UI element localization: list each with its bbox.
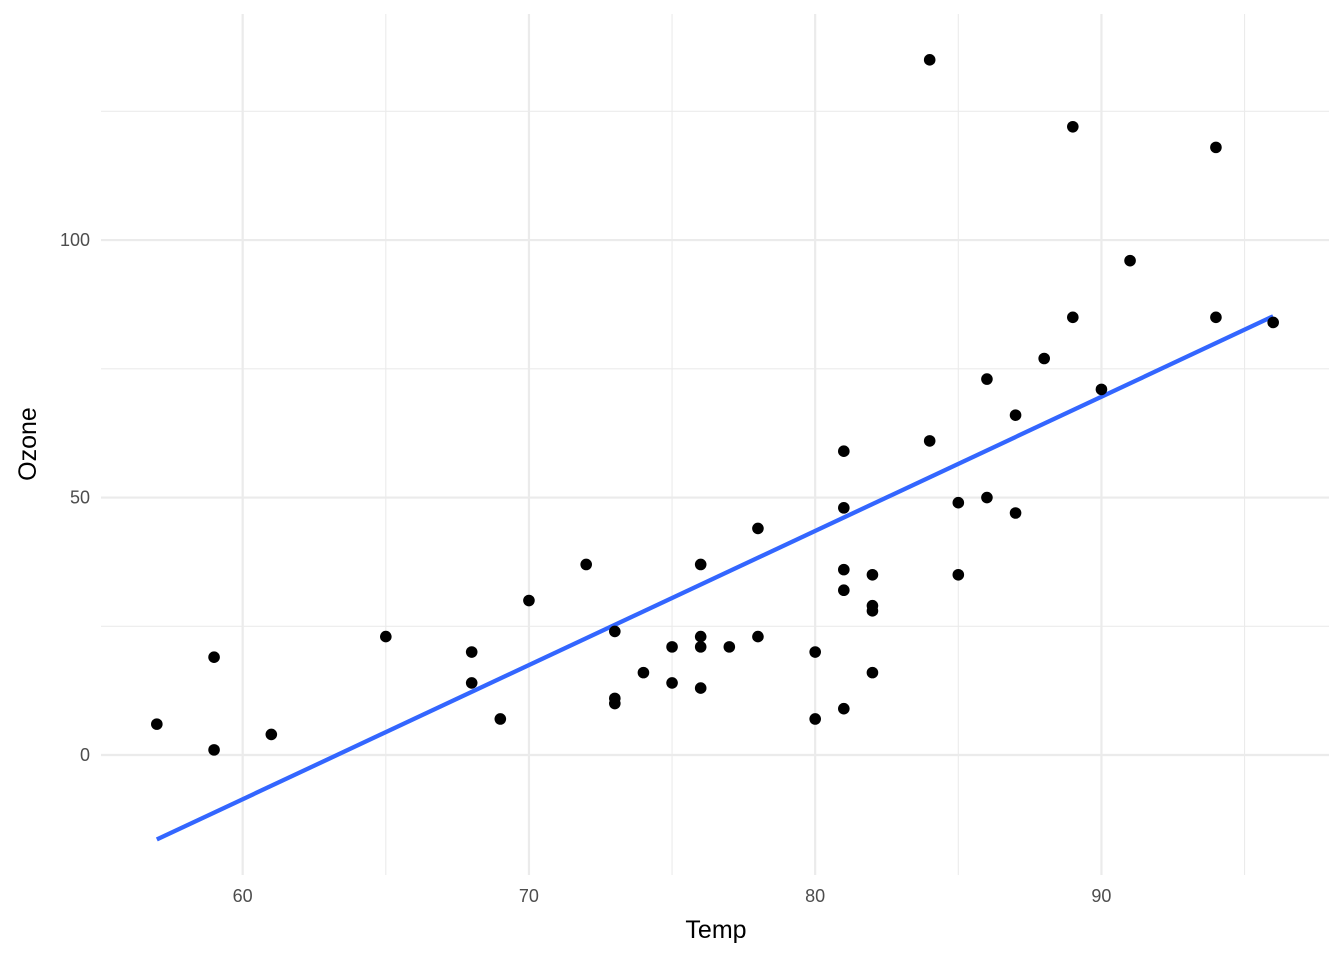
x-tick-label: 70 <box>519 886 539 906</box>
data-point <box>208 744 220 756</box>
data-point <box>1095 383 1108 396</box>
data-point <box>494 713 507 725</box>
data-point <box>694 558 707 571</box>
data-point <box>1267 316 1279 329</box>
data-point <box>752 630 764 643</box>
data-point <box>694 630 707 643</box>
data-point <box>1038 352 1050 365</box>
x-tick-label: 80 <box>805 886 825 906</box>
data-point <box>723 641 736 653</box>
data-point <box>637 666 650 679</box>
data-points <box>151 54 1279 756</box>
y-tick-label: 50 <box>70 488 90 508</box>
x-axis-tick-labels: 60 70 80 90 <box>233 886 1112 906</box>
data-point <box>838 563 850 576</box>
major-gridlines <box>101 14 1329 875</box>
data-point <box>1210 311 1222 324</box>
data-point <box>1009 409 1022 421</box>
x-tick-label: 60 <box>233 886 253 906</box>
y-axis-title: Ozone <box>14 407 42 481</box>
regression-line <box>155 314 1275 842</box>
data-point <box>380 630 392 643</box>
data-point <box>465 677 478 689</box>
data-point <box>952 496 965 509</box>
data-point <box>809 646 821 658</box>
data-point <box>666 641 678 653</box>
data-point <box>1067 120 1079 133</box>
data-point <box>523 594 535 607</box>
data-point <box>609 697 621 710</box>
data-point <box>609 625 621 638</box>
data-point <box>1210 141 1222 154</box>
data-point <box>838 445 850 457</box>
data-point <box>666 677 678 689</box>
data-point <box>923 54 936 66</box>
data-point <box>838 584 850 597</box>
data-point <box>265 728 278 741</box>
data-point <box>866 568 879 581</box>
data-point <box>866 666 879 679</box>
data-point <box>809 713 821 725</box>
data-point <box>1067 311 1079 324</box>
data-point <box>838 702 850 715</box>
data-point <box>752 522 764 535</box>
data-point <box>923 435 936 447</box>
data-point <box>866 605 879 617</box>
data-point <box>1009 507 1022 519</box>
regression-line-layer <box>155 314 1275 842</box>
data-point <box>952 568 965 581</box>
y-tick-label: 100 <box>60 230 90 250</box>
y-tick-label: 0 <box>80 745 90 765</box>
data-point <box>838 502 850 514</box>
data-point <box>981 491 993 504</box>
data-point <box>981 373 993 385</box>
x-axis-title: Temp <box>685 916 746 944</box>
minor-gridlines <box>101 14 1329 875</box>
data-point <box>694 641 707 653</box>
data-point <box>208 651 220 663</box>
data-point <box>151 718 163 730</box>
x-tick-label: 90 <box>1091 886 1111 906</box>
y-axis-tick-labels: 0 50 100 <box>60 230 90 765</box>
data-point <box>580 558 592 571</box>
data-point <box>694 682 707 694</box>
data-point <box>465 646 478 658</box>
data-point <box>1124 254 1136 267</box>
